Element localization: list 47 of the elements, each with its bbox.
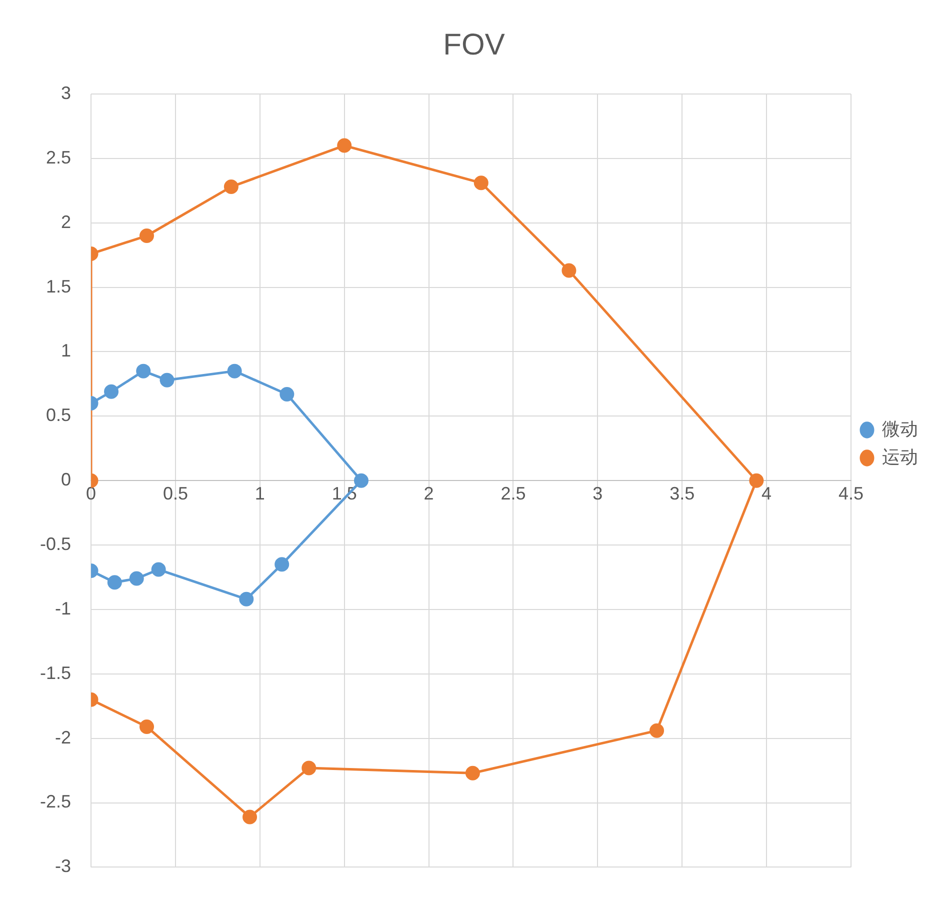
point [465,766,480,780]
point [749,473,764,488]
point [302,760,316,776]
point [242,810,258,824]
point [136,364,151,378]
point [227,364,242,378]
chart-title: FOV [443,28,505,62]
x-tick-label: 2 [424,483,434,504]
x-tick-label: 3.5 [670,483,695,504]
x-tick-label: 0 [86,483,96,504]
y-tick-label: 2.5 [46,147,72,168]
point [140,228,154,244]
point [239,592,254,606]
point [140,719,154,734]
point [337,138,352,153]
point [562,263,576,278]
y-tick-label: 2 [61,212,72,232]
x-tick-label: 3 [592,483,603,504]
point [274,557,290,572]
point [224,180,238,194]
point [650,723,664,738]
x-tick-label: 4.5 [838,483,864,504]
point [280,387,294,402]
x-tick-label: 4 [762,483,772,504]
point [104,384,119,399]
point [151,562,166,577]
point [129,571,144,586]
legend-label: 运动 [882,446,918,467]
y-tick-label: -0.5 [40,534,72,554]
legend-label: 微动 [882,418,918,439]
point [160,372,174,388]
point [354,473,368,488]
point [107,575,122,590]
x-tick-label: 1 [254,483,265,504]
y-tick-label: -1 [55,598,72,618]
x-tick-label: 0.5 [162,483,188,504]
y-tick-label: -2 [55,727,72,748]
y-tick-label: 0 [61,470,72,490]
y-tick-label: -1.5 [40,662,72,683]
y-tick-label: -2.5 [40,792,72,812]
y-tick-label: -3 [55,856,72,876]
y-tick-label: 0.5 [46,405,72,426]
y-tick-label: 1 [61,340,72,361]
point [474,176,488,190]
y-tick-label: 3 [61,82,72,103]
x-tick-label: 2.5 [500,483,526,504]
y-tick-label: 1.5 [46,276,72,296]
